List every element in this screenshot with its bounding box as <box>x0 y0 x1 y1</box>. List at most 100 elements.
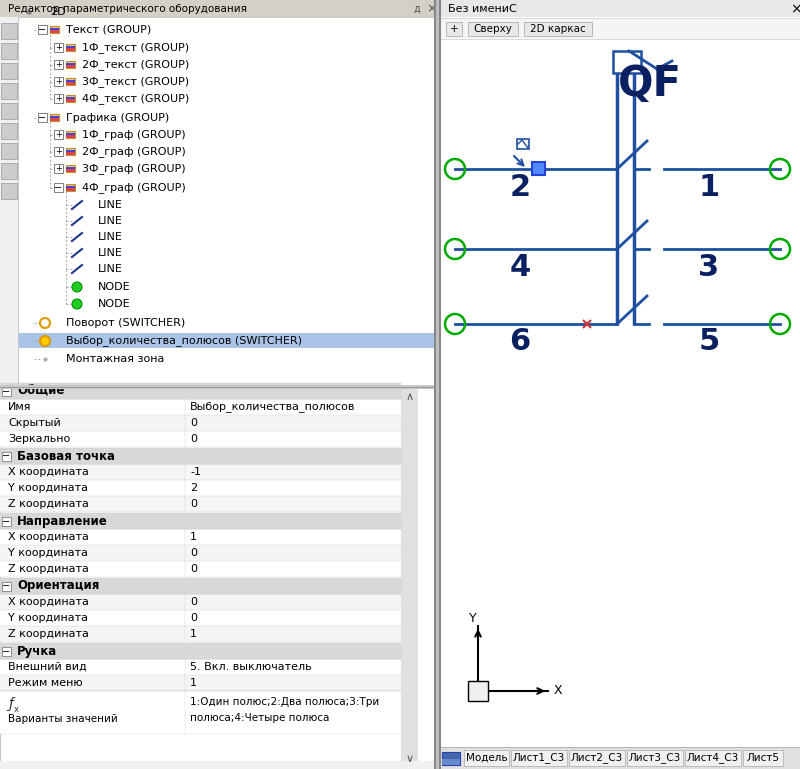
Text: Z координата: Z координата <box>8 499 89 509</box>
Text: ∨: ∨ <box>406 754 414 764</box>
Text: LINE: LINE <box>98 264 123 274</box>
Bar <box>0 643 401 659</box>
Bar <box>50 118 59 121</box>
Text: 3: 3 <box>698 252 719 281</box>
Text: 4Ф_граф (GROUP): 4Ф_граф (GROUP) <box>82 182 186 194</box>
Text: Выбор_количества_полюсов (SWITCHER): Выбор_количества_полюсов (SWITCHER) <box>66 335 302 347</box>
Bar <box>0 385 435 389</box>
Text: −: − <box>54 182 62 192</box>
Text: 4Ф_текст (GROUP): 4Ф_текст (GROUP) <box>82 94 190 105</box>
Text: Y: Y <box>469 612 477 625</box>
Text: Без имениС: Без имениС <box>448 4 517 14</box>
Bar <box>0 659 401 675</box>
Bar <box>1 123 17 139</box>
Text: 1: 1 <box>190 629 197 639</box>
Bar <box>0 529 401 545</box>
Text: Ориентация: Ориентация <box>17 580 99 592</box>
Bar <box>0 431 401 447</box>
Bar <box>0 545 401 561</box>
Bar <box>66 169 75 172</box>
Text: −: − <box>2 451 10 461</box>
Bar <box>66 133 75 135</box>
Text: Ручка: Ручка <box>17 644 58 657</box>
Bar <box>1 103 17 119</box>
Text: −: − <box>2 517 10 527</box>
Polygon shape <box>50 26 59 33</box>
Bar <box>524 22 592 36</box>
Text: Направление: Направление <box>17 514 108 528</box>
Bar <box>0 761 435 769</box>
Text: 1: 1 <box>190 678 197 688</box>
Bar <box>54 183 63 192</box>
Text: 1: 1 <box>190 532 197 542</box>
Text: 2Ф_граф (GROUP): 2Ф_граф (GROUP) <box>82 147 186 158</box>
Bar <box>442 752 460 765</box>
Bar <box>440 0 800 769</box>
Text: Варианты значений: Варианты значений <box>8 714 118 724</box>
Bar <box>2 517 11 526</box>
Bar <box>54 164 63 173</box>
Text: Зеркально: Зеркально <box>8 434 70 444</box>
Bar <box>1 143 17 159</box>
Text: X: X <box>554 684 562 697</box>
Bar <box>0 675 401 691</box>
Text: 0: 0 <box>190 434 197 444</box>
Text: LINE: LINE <box>98 248 123 258</box>
Text: 2: 2 <box>190 483 197 493</box>
Polygon shape <box>66 78 75 85</box>
Bar <box>1 183 17 199</box>
Text: X координата: X координата <box>8 467 89 477</box>
Bar <box>66 97 75 99</box>
Text: 0: 0 <box>190 564 197 574</box>
Text: Y координата: Y координата <box>8 613 88 623</box>
Bar <box>517 139 529 149</box>
Text: д: д <box>413 4 420 14</box>
Bar <box>2 582 11 591</box>
Bar <box>54 94 63 103</box>
Bar <box>440 0 800 17</box>
Bar <box>435 0 440 769</box>
Polygon shape <box>50 114 59 121</box>
Text: 0: 0 <box>190 613 197 623</box>
Text: −: − <box>38 112 46 122</box>
Bar <box>19 333 434 348</box>
Text: +: + <box>55 130 62 139</box>
Bar <box>66 46 75 48</box>
Text: X координата: X координата <box>8 532 89 542</box>
Bar <box>66 167 75 169</box>
Bar <box>54 130 63 139</box>
Text: 3Ф_граф (GROUP): 3Ф_граф (GROUP) <box>82 164 186 175</box>
Text: ×: × <box>426 2 437 15</box>
Text: Y координата: Y координата <box>8 548 88 558</box>
Bar <box>38 113 47 122</box>
Text: +: + <box>450 24 458 34</box>
Bar <box>54 77 63 86</box>
Bar <box>66 135 75 138</box>
Text: Y координата: Y координата <box>8 483 88 493</box>
Bar <box>66 80 75 82</box>
Text: 5. Вкл. выключатель: 5. Вкл. выключатель <box>190 662 312 672</box>
Text: LINE: LINE <box>98 216 123 226</box>
Text: Внешний вид: Внешний вид <box>8 662 86 672</box>
Bar <box>50 116 59 118</box>
Text: Сверху: Сверху <box>474 24 513 34</box>
Text: +: + <box>55 43 62 52</box>
Text: Общие: Общие <box>17 384 64 398</box>
Text: +: + <box>55 94 62 103</box>
Bar <box>1 83 17 99</box>
Bar <box>685 750 741 766</box>
Text: 1: 1 <box>698 172 720 201</box>
Bar <box>0 578 401 594</box>
Text: 1Ф_граф (GROUP): 1Ф_граф (GROUP) <box>82 129 186 141</box>
Bar <box>0 399 401 415</box>
Bar <box>0 690 401 734</box>
Text: LINE: LINE <box>98 200 123 210</box>
Bar <box>0 18 18 387</box>
Text: Базовая точка: Базовая точка <box>17 450 115 462</box>
Text: Лист3_С3: Лист3_С3 <box>629 753 681 764</box>
Text: Лист4_С3: Лист4_С3 <box>687 753 739 764</box>
Text: Z координата: Z координата <box>8 564 89 574</box>
Bar <box>464 750 509 766</box>
Bar <box>468 22 518 36</box>
Text: 1Ф_текст (GROUP): 1Ф_текст (GROUP) <box>82 42 189 54</box>
